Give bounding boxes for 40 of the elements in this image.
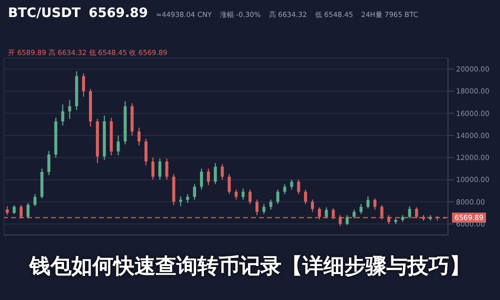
candlestick bbox=[373, 198, 376, 210]
candlestick bbox=[214, 162, 217, 185]
candlestick bbox=[61, 104, 64, 126]
candlestick bbox=[26, 202, 30, 219]
candlestick bbox=[158, 158, 162, 180]
candlestick bbox=[138, 127, 141, 146]
candlestick bbox=[179, 196, 182, 207]
text: 钱包如何快速查询转币记录【详细步骤与技巧】 bbox=[28, 253, 472, 280]
candlestick bbox=[200, 168, 203, 190]
candlestick bbox=[220, 164, 224, 180]
candlestick bbox=[234, 189, 238, 200]
text: 6569.89 bbox=[88, 6, 148, 21]
chart-subtitle: BTC/USDT bbox=[8, 6, 81, 21]
candlestick bbox=[304, 189, 308, 205]
candlestick bbox=[366, 196, 370, 209]
candlestick bbox=[360, 204, 363, 214]
candlestick bbox=[310, 199, 314, 212]
candlestick bbox=[283, 184, 286, 195]
candlestick bbox=[297, 179, 300, 195]
candlestick bbox=[262, 204, 266, 214]
candlestick bbox=[68, 100, 72, 120]
candlestick bbox=[228, 174, 231, 195]
candlestick bbox=[346, 214, 349, 226]
candlestick bbox=[116, 134, 120, 156]
candlestick bbox=[206, 168, 210, 186]
candlestick bbox=[47, 150, 50, 176]
candlestick bbox=[144, 138, 148, 166]
candlestick bbox=[242, 188, 245, 200]
candlestick bbox=[165, 158, 168, 180]
candlestick bbox=[248, 189, 252, 205]
candlestick bbox=[255, 199, 258, 216]
candlestick bbox=[276, 189, 280, 205]
candlestick bbox=[408, 206, 412, 219]
candlestick bbox=[290, 179, 294, 190]
candlestick bbox=[33, 194, 36, 207]
candlestick bbox=[193, 184, 196, 200]
candlestick bbox=[151, 157, 154, 180]
candlestick bbox=[324, 206, 328, 219]
candlestick bbox=[82, 72, 86, 98]
candlestick bbox=[269, 199, 272, 210]
